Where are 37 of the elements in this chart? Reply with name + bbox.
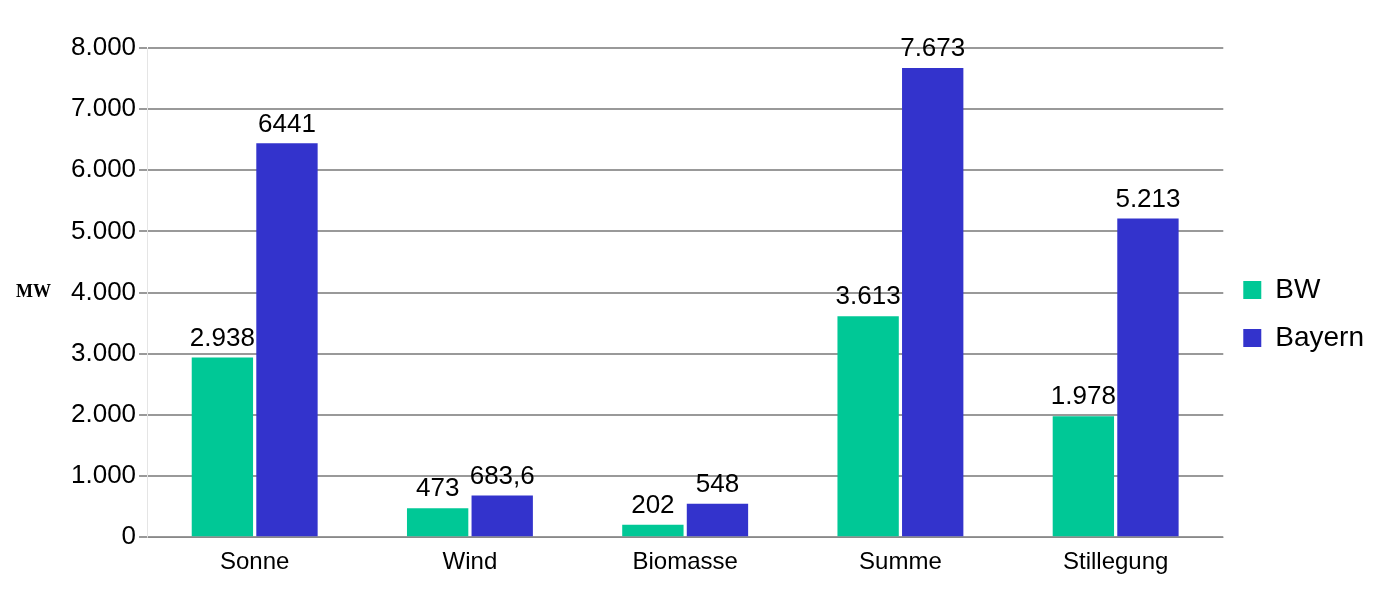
x-tick-label: Summe: [859, 547, 942, 575]
y-axis-title: MW: [16, 281, 51, 302]
bar: [686, 503, 749, 537]
data-label: 6441: [258, 107, 316, 138]
data-label: 7.673: [900, 32, 966, 63]
y-tick-label: 7.000: [70, 92, 137, 123]
legend-label: Bayern: [1275, 320, 1364, 352]
bar: [256, 143, 318, 537]
x-tick-label: Stillegung: [1062, 547, 1169, 575]
y-tick-label: 6.000: [70, 153, 137, 184]
bar: [471, 495, 533, 537]
y-tick-label: 3.000: [70, 336, 137, 367]
bar: [406, 508, 469, 537]
bar: [1117, 218, 1179, 537]
y-tick-label: 4.000: [70, 275, 137, 306]
x-tick-label: Sonne: [219, 547, 290, 575]
y-tick-label: 5.000: [70, 214, 137, 245]
data-label: 683,6: [469, 459, 535, 490]
y-tick-label: 8.000: [70, 31, 137, 62]
data-label: 1.978: [1050, 380, 1116, 411]
bar: [191, 357, 254, 537]
bar: [902, 68, 964, 537]
data-label: 548: [695, 467, 740, 498]
legend-label: BW: [1275, 272, 1321, 304]
bar: [837, 316, 899, 537]
data-label: 2.938: [189, 321, 255, 352]
bar: [1052, 416, 1115, 537]
data-label: 473: [415, 472, 460, 503]
data-label: 5.213: [1115, 182, 1181, 213]
data-label: 3.613: [835, 280, 901, 311]
bar: [622, 524, 684, 537]
x-tick-label: Wind: [442, 547, 498, 575]
y-tick-label: 2.000: [70, 398, 137, 429]
data-label: 202: [631, 489, 675, 520]
y-tick-label: 1.000: [70, 459, 137, 490]
x-tick-label: Biomasse: [632, 547, 738, 575]
y-tick-label: 0: [121, 520, 137, 551]
